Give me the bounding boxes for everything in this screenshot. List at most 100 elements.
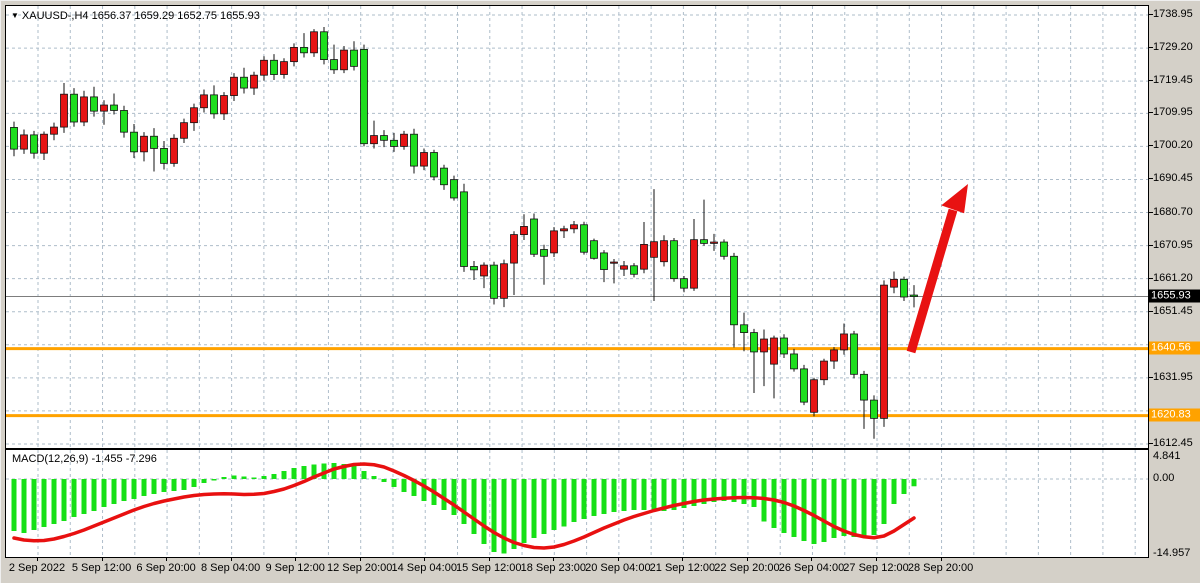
time-axis-label: 28 Sep 20:00 — [907, 562, 974, 574]
price-chart-panel[interactable] — [5, 5, 1149, 449]
candle-body — [720, 241, 728, 257]
candle-body — [850, 333, 858, 375]
macd-signal-line — [12, 462, 916, 550]
macd-histogram-bar — [511, 479, 517, 549]
candle-body — [380, 135, 388, 141]
candle-body — [440, 167, 448, 186]
candle-body — [420, 152, 428, 167]
macd-histogram-bar — [361, 471, 367, 479]
symbol-ohlc-readout[interactable]: ▼ XAUUSD-,H4 1656.37 1659.29 1652.75 1655… — [11, 10, 260, 22]
time-axis-tick — [424, 558, 426, 561]
price-axis-tick — [1149, 277, 1153, 279]
macd-histogram-bar — [51, 479, 57, 524]
macd-histogram-bar — [731, 479, 737, 502]
candle-body — [600, 252, 608, 270]
time-axis-tick — [230, 558, 232, 561]
macd-histogram-bar — [641, 479, 647, 510]
time-axis-tick — [811, 558, 813, 561]
macd-histogram-bar — [211, 479, 217, 481]
macd-histogram-bar — [551, 479, 557, 530]
macd-histogram-bar — [161, 479, 167, 492]
macd-histogram-bar — [911, 479, 917, 487]
price-axis-tick — [1149, 244, 1153, 246]
candle-body — [130, 131, 138, 153]
macd-histogram-bar — [301, 466, 307, 479]
candle-body — [880, 284, 888, 419]
candle-body — [220, 95, 228, 115]
candle-body — [260, 59, 268, 76]
macd-histogram-bar — [711, 479, 717, 502]
macd-histogram-bar — [201, 479, 207, 483]
price-axis-label: 1709.95 — [1153, 106, 1193, 119]
macd-indicator-label: MACD(12,26,9) -1.455 -7.296 — [12, 453, 157, 465]
macd-histogram-bar — [661, 479, 667, 511]
macd-histogram-bar — [121, 479, 127, 501]
macd-histogram-bar — [831, 479, 837, 538]
candle-body — [300, 46, 308, 54]
candle-body — [470, 266, 478, 271]
candle-body — [330, 59, 338, 71]
macd-histogram-bar — [221, 477, 227, 479]
macd-histogram-bar — [101, 479, 107, 507]
candle-body — [500, 263, 508, 299]
macd-histogram-bar — [71, 479, 77, 517]
price-axis-label: 1631.95 — [1153, 370, 1193, 383]
candle-body — [450, 179, 458, 199]
candle-body — [900, 278, 908, 298]
current-price-tag: 1655.93 — [1149, 289, 1200, 303]
candle-body — [310, 31, 318, 54]
candle-body — [230, 76, 238, 96]
candle-body — [70, 93, 78, 123]
candle-body — [190, 107, 198, 124]
candle-body — [550, 230, 558, 254]
macd-histogram-bar — [231, 475, 237, 479]
macd-histogram-bar — [901, 479, 907, 494]
candle-body — [730, 255, 738, 326]
macd-histogram-bar — [851, 479, 857, 537]
macd-histogram-bar — [381, 479, 387, 482]
price-axis-tick — [1149, 112, 1153, 114]
macd-histogram-bar — [611, 479, 617, 512]
price-axis-label: 1661.20 — [1153, 271, 1193, 284]
time-axis-label: 12 Sep 20:00 — [326, 562, 393, 574]
macd-histogram-bar — [491, 479, 497, 552]
time-axis-label: 27 Sep 12:00 — [843, 562, 909, 574]
candle-body — [800, 368, 808, 403]
candle-body — [540, 249, 548, 257]
candle-body — [110, 104, 118, 111]
macd-histogram-bar — [81, 479, 87, 514]
macd-histogram-bar — [441, 479, 447, 510]
candle-body — [860, 373, 868, 401]
candle-body — [520, 226, 528, 235]
candle-body — [530, 218, 538, 255]
price-axis-tick — [1149, 376, 1153, 378]
time-axis-label: 8 Sep 04:00 — [200, 562, 261, 574]
trend-arrow-head-icon[interactable] — [941, 184, 968, 214]
macd-histogram-bar — [631, 479, 637, 510]
candle-body — [810, 379, 818, 413]
trend-arrow-shaft[interactable] — [906, 208, 958, 354]
time-axis-tick — [617, 558, 619, 561]
candle-body — [870, 399, 878, 419]
candle-body — [590, 240, 598, 259]
price-axis-label: 1670.95 — [1153, 238, 1193, 251]
candle-body — [320, 31, 328, 60]
macd-histogram-bar — [501, 479, 507, 554]
price-axis-label: 1680.70 — [1153, 205, 1193, 218]
macd-histogram-bar — [601, 479, 607, 514]
time-axis-tick — [940, 558, 942, 561]
macd-histogram-bar — [581, 479, 587, 519]
triangle-down-icon[interactable]: ▼ — [11, 11, 19, 20]
price-chart-canvas[interactable] — [6, 6, 1148, 448]
candle-body — [400, 133, 408, 147]
macd-histogram-bar — [791, 479, 797, 537]
candle-body — [680, 278, 688, 289]
macd-histogram-bar — [841, 479, 847, 536]
candle-body — [430, 152, 438, 178]
macd-canvas[interactable] — [6, 450, 1148, 557]
macd-indicator-panel[interactable] — [5, 449, 1149, 558]
macd-histogram-bar — [471, 479, 477, 534]
macd-histogram-bar — [251, 477, 257, 479]
price-axis-tick — [1149, 47, 1153, 49]
